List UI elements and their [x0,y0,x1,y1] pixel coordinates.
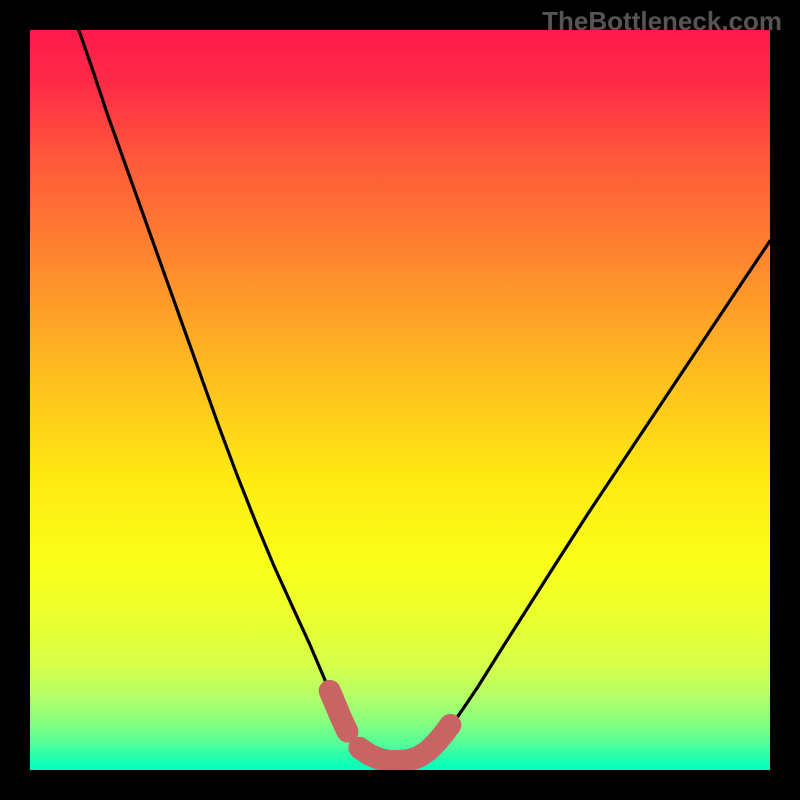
highlight-segment-1 [359,725,450,761]
highlight-group [330,691,451,761]
chart-svg [30,30,770,770]
plot-area [30,30,770,770]
bottleneck-curve [79,30,770,763]
highlight-segment-0 [330,691,348,732]
watermark-text: TheBottleneck.com [542,6,782,37]
